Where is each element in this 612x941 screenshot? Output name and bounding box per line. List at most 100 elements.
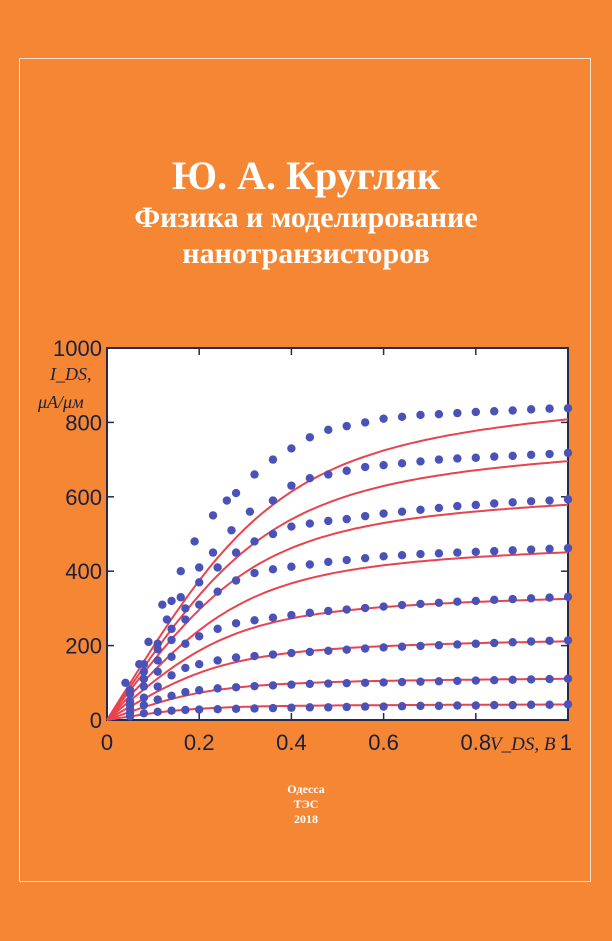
data-point (139, 693, 149, 702)
data-point (434, 598, 444, 608)
data-point (360, 603, 370, 613)
data-point (490, 546, 499, 556)
year: 2018 (294, 812, 318, 826)
data-point (305, 560, 315, 569)
data-point (397, 551, 407, 560)
author-name: Ю. А. Кругляк (172, 153, 440, 198)
cover-frame (19, 58, 591, 882)
data-point (208, 511, 218, 520)
data-point (195, 632, 204, 641)
data-point (324, 516, 333, 526)
data-point (305, 608, 315, 618)
data-point (213, 684, 222, 693)
data-point (181, 705, 190, 715)
data-point (453, 408, 462, 418)
data-point (181, 615, 190, 624)
data-point (471, 596, 480, 606)
data-point (153, 707, 162, 717)
book-title-line-1: Физика и моделирование (134, 201, 478, 234)
data-point (342, 514, 351, 524)
iv-characteristics-chart: 0 200 400 600 800 1000 0 0.2 0.4 0.6 0.8 1 I_DS, μ… (37, 336, 573, 755)
y-axis-label-line-1: I_DS, (49, 364, 92, 384)
data-point (167, 635, 176, 645)
x-tick-label: 1 (560, 730, 572, 755)
x-axis-ticks: 0 0.2 0.4 0.6 0.8 1 (101, 348, 572, 755)
data-point (508, 498, 517, 507)
data-point (360, 553, 370, 563)
data-point (195, 578, 204, 587)
data-point (231, 653, 241, 662)
data-point (453, 548, 462, 557)
data-point (471, 407, 480, 417)
data-point (139, 700, 149, 710)
data-point (508, 594, 517, 604)
data-point (287, 562, 296, 571)
data-point (268, 529, 278, 539)
data-point (379, 460, 388, 470)
data-point (416, 505, 425, 515)
data-point (245, 507, 255, 516)
data-point (471, 639, 480, 648)
data-point (379, 414, 388, 423)
data-point (360, 644, 370, 653)
data-point (508, 675, 517, 685)
data-point (268, 565, 278, 574)
data-point (545, 449, 554, 459)
data-point (176, 567, 185, 576)
data-point (526, 450, 536, 459)
data-point (342, 702, 351, 712)
data-point (139, 660, 149, 669)
data-point (305, 647, 315, 657)
data-point (139, 674, 149, 684)
data-point (397, 507, 407, 516)
data-point (181, 687, 190, 697)
data-point (268, 681, 278, 690)
model-curve (106, 503, 569, 721)
data-point (379, 678, 388, 687)
y-axis-label-line-2: μA/μм (37, 392, 84, 412)
data-point (490, 595, 499, 605)
data-point (379, 552, 388, 561)
data-point (287, 481, 296, 490)
data-point (416, 677, 425, 686)
data-point (471, 701, 480, 710)
data-point (324, 703, 333, 712)
data-point (208, 548, 218, 557)
data-point (471, 500, 480, 510)
data-point (453, 640, 462, 649)
data-point (397, 459, 407, 468)
data-point (545, 544, 554, 554)
data-point (158, 600, 167, 609)
data-point (416, 457, 425, 466)
data-point (153, 645, 162, 654)
y-axis-label-part-1: I_DS, (49, 364, 92, 384)
data-point (213, 587, 222, 596)
data-point (181, 604, 190, 613)
data-point (287, 610, 296, 620)
model-curve (106, 460, 569, 721)
data-point (563, 636, 573, 645)
data-point (453, 454, 462, 463)
data-point (195, 563, 204, 572)
data-point (231, 548, 241, 557)
data-point (268, 496, 278, 505)
data-point (305, 519, 315, 528)
data-point (563, 404, 573, 413)
data-point (181, 639, 190, 648)
data-point (416, 599, 425, 609)
x-tick-label: 0.8 (461, 730, 492, 755)
imprint: Одесса ТЭС 2018 (0, 782, 612, 827)
data-point (190, 537, 199, 546)
data-point (563, 592, 573, 602)
data-point (167, 706, 176, 715)
y-tick-label: 800 (65, 410, 102, 435)
data-point (227, 526, 236, 535)
data-point (153, 667, 162, 676)
data-point (508, 700, 517, 710)
data-point (416, 410, 425, 420)
data-point (213, 656, 222, 665)
data-point (167, 671, 176, 680)
data-point (250, 568, 259, 578)
data-point (416, 701, 425, 711)
data-point (305, 433, 315, 442)
